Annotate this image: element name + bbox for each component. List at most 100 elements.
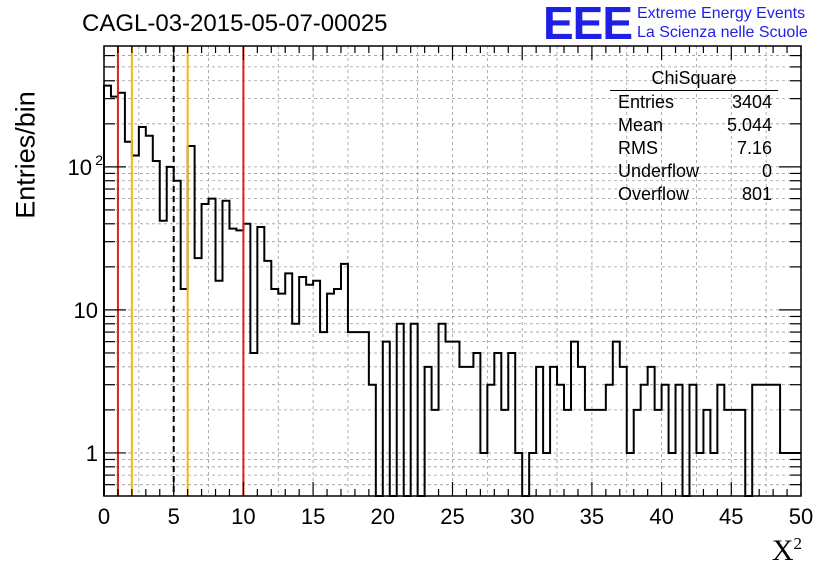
histogram-bin [369, 385, 376, 496]
stats-row-overflow: Overflow 801 [610, 183, 778, 206]
x-tick-label: 15 [301, 504, 325, 529]
histogram-bin [229, 229, 236, 496]
x-tick-label: 30 [510, 504, 534, 529]
stats-title: ChiSquare [610, 66, 778, 91]
stats-value: 801 [741, 184, 772, 204]
stats-row-rms: RMS 7.16 [610, 137, 778, 160]
histogram-bin [118, 93, 125, 496]
histogram-bin [250, 353, 257, 496]
y-axis-label-box: Entries/bin [6, 91, 46, 219]
histogram-bin [676, 385, 683, 496]
histogram-bin [689, 385, 696, 496]
y-tick-label: 10 [68, 155, 92, 180]
histogram-bin [773, 385, 780, 496]
stats-value: 3404 [731, 92, 772, 112]
x-axis-label: X2 [772, 534, 802, 568]
eee-logo: EEE [543, 0, 633, 49]
histogram-bin [236, 230, 243, 496]
histogram-bin [348, 332, 355, 496]
histogram-bin [132, 156, 139, 496]
histogram-bin [759, 385, 766, 496]
x-tick-label: 35 [580, 504, 604, 529]
histogram-bin [641, 385, 648, 496]
stats-row-mean: Mean 5.044 [610, 114, 778, 137]
histogram-bin [104, 86, 111, 496]
histogram-bin [181, 289, 188, 496]
x-tick-label: 45 [719, 504, 743, 529]
histogram-bin [536, 367, 543, 496]
histogram-bin [202, 204, 209, 496]
histogram-bin [216, 281, 223, 496]
histogram-bin [662, 385, 669, 496]
histogram-bin [341, 264, 348, 496]
x-tick-label: 40 [649, 504, 673, 529]
histogram-bin [125, 142, 132, 496]
x-tick-label: 50 [789, 504, 813, 529]
histogram-bin [222, 201, 229, 496]
histogram-bin [571, 342, 578, 496]
histogram-bin [355, 332, 362, 496]
logo-line-1: Extreme Energy Events [637, 5, 806, 22]
histogram-bin [383, 342, 390, 496]
logo-line-2: La Scienza nelle Scuole [637, 24, 808, 41]
histogram-bin [334, 289, 341, 496]
chart-title: CAGL-03-2015-05-07-00025 [82, 10, 388, 37]
stats-label: Underflow [618, 161, 700, 181]
stats-label: Overflow [618, 184, 690, 204]
stats-label: RMS [618, 138, 658, 158]
y-axis-label: Entries/bin [10, 91, 41, 219]
stats-box: ChiSquare Entries 3404 Mean 5.044 RMS 7.… [610, 66, 778, 206]
histogram-bin [620, 367, 627, 496]
histogram-bin [606, 385, 613, 496]
histogram-bin [473, 353, 480, 496]
histogram-bin [257, 227, 264, 496]
histogram-bin [264, 261, 271, 496]
y-tick-label: 10 [74, 298, 98, 323]
histogram-bin [578, 367, 585, 496]
stats-value: 0 [761, 161, 772, 181]
histogram-bin [446, 342, 453, 496]
y-tick-label: 1 [86, 441, 98, 466]
histogram-bin [494, 353, 501, 496]
stats-row-underflow: Underflow 0 [610, 160, 778, 183]
histogram-bin [271, 289, 278, 496]
histogram-bin [487, 385, 494, 496]
cut-lines [116, 46, 245, 496]
x-tick-label: 5 [168, 504, 180, 529]
stats-value: 7.16 [736, 138, 772, 158]
histogram-bin [174, 181, 181, 496]
histogram-bin [459, 367, 466, 496]
histogram-bin [320, 332, 327, 496]
histogram-bin [209, 199, 216, 496]
histogram-bin [111, 97, 118, 496]
stats-label: Mean [618, 115, 664, 135]
histogram-bin [195, 258, 202, 496]
histogram-bin [466, 367, 473, 496]
histogram-bin [557, 385, 564, 496]
histogram-bin [613, 342, 620, 496]
histogram-bin [243, 224, 250, 496]
grid-lines [104, 46, 801, 496]
histogram-bin [146, 136, 153, 496]
stats-value: 5.044 [726, 115, 772, 135]
x-tick-label: 0 [98, 504, 110, 529]
x-tick-label: 10 [231, 504, 255, 529]
y-tick-label-exponent: 2 [95, 152, 103, 168]
stats-label: Entries [618, 92, 675, 112]
histogram-bin [508, 353, 515, 496]
histogram-bin [453, 342, 460, 496]
histogram-bin [313, 281, 320, 496]
x-tick-label: 20 [371, 504, 395, 529]
histogram-bin [139, 127, 146, 496]
histogram-bin [160, 221, 167, 496]
x-axis-label-main: X [771, 534, 794, 567]
stats-row-entries: Entries 3404 [610, 91, 778, 114]
histogram-bin [752, 385, 759, 496]
histogram-outline [103, 84, 801, 497]
histogram-bin [717, 385, 724, 496]
histogram-bin [425, 367, 432, 496]
histogram-bin [766, 385, 773, 496]
histogram-bin [167, 167, 174, 496]
